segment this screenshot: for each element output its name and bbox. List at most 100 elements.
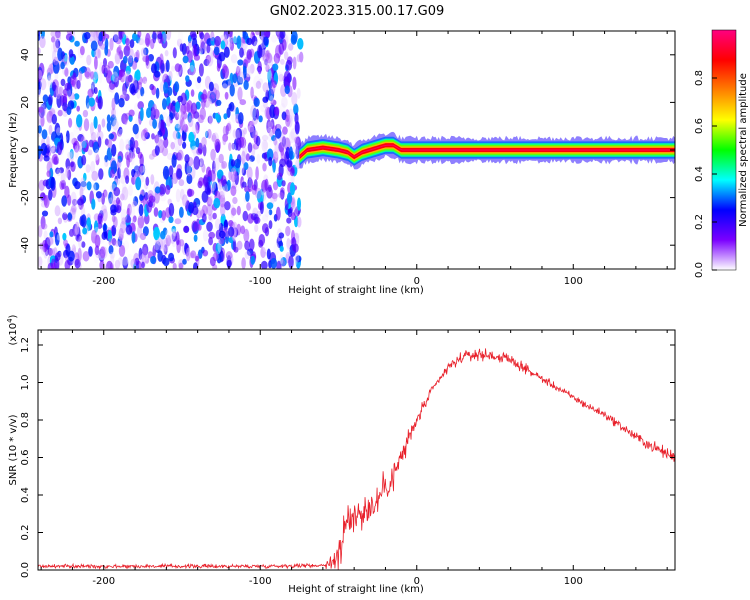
noise-cell bbox=[99, 246, 106, 259]
noise-cell bbox=[239, 99, 247, 106]
noise-cell bbox=[91, 229, 97, 244]
noise-cell bbox=[133, 140, 139, 149]
noise-cell bbox=[117, 167, 121, 180]
noise-cell bbox=[255, 187, 262, 199]
noise-cell bbox=[271, 192, 278, 200]
noise-cell bbox=[207, 115, 213, 124]
noise-cell bbox=[77, 134, 84, 142]
noise-cell bbox=[242, 31, 249, 40]
noise-cell bbox=[49, 231, 54, 238]
noise-cell bbox=[180, 111, 188, 120]
noise-cell bbox=[262, 190, 267, 201]
noise-cell bbox=[234, 158, 241, 169]
noise-cell bbox=[262, 223, 269, 234]
noise-cell bbox=[97, 48, 102, 59]
noise-cell bbox=[289, 182, 296, 196]
noise-cell bbox=[246, 202, 252, 211]
noise-cell bbox=[273, 136, 278, 146]
noise-cell bbox=[107, 60, 114, 69]
noise-cell bbox=[209, 256, 216, 267]
noise-cell bbox=[216, 63, 221, 72]
noise-cell bbox=[206, 98, 213, 109]
noise-cell bbox=[38, 80, 42, 90]
noise-cell bbox=[122, 182, 127, 194]
noise-cell bbox=[263, 36, 269, 46]
noise-cell bbox=[167, 152, 174, 161]
noise-cell bbox=[294, 136, 299, 144]
noise-cell bbox=[66, 88, 71, 98]
noise-cell bbox=[91, 182, 97, 193]
noise-cell bbox=[245, 191, 250, 202]
noise-cell bbox=[285, 114, 291, 127]
noise-cell bbox=[192, 44, 197, 57]
noise-cell bbox=[48, 124, 53, 136]
noise-cell bbox=[296, 216, 302, 228]
noise-cell bbox=[44, 55, 49, 65]
noise-cell bbox=[200, 37, 205, 49]
noise-cell bbox=[102, 159, 107, 169]
noise-cell bbox=[280, 189, 285, 200]
noise-cell bbox=[50, 31, 57, 38]
noise-cell bbox=[103, 190, 109, 199]
noise-cell bbox=[194, 255, 199, 262]
noise-cell bbox=[242, 59, 248, 69]
noise-cell bbox=[139, 253, 147, 266]
spectrogram-ylabel: Frequency (Hz) bbox=[8, 112, 19, 188]
noise-cell bbox=[131, 200, 138, 208]
noise-cell bbox=[55, 167, 60, 175]
spectrogram-y-ticks: -40 -20 0 20 40 bbox=[20, 48, 675, 253]
noise-cell bbox=[213, 46, 220, 56]
noise-cell bbox=[81, 214, 87, 228]
noise-cell bbox=[113, 65, 120, 79]
noise-cell bbox=[235, 127, 243, 140]
noise-cell bbox=[132, 60, 137, 70]
noise-cell bbox=[131, 231, 136, 244]
noise-cell bbox=[224, 91, 229, 100]
noise-cell bbox=[258, 115, 263, 123]
spectrogram-x-ticks: -200 -100 0 100 bbox=[40, 31, 668, 287]
noise-cell bbox=[159, 194, 167, 202]
noise-cell bbox=[255, 166, 259, 181]
snr-y-ticks: 0.0 0.2 0.4 0.6 0.8 1.0 1.2 bbox=[20, 337, 675, 578]
noise-cell bbox=[151, 133, 155, 140]
noise-cell bbox=[249, 197, 255, 208]
noise-cell bbox=[81, 140, 87, 149]
colorbar-label: Normalized spectral amplitude bbox=[738, 73, 749, 227]
noise-cell bbox=[160, 238, 166, 250]
noise-cell bbox=[41, 129, 48, 140]
noise-cell bbox=[244, 250, 251, 260]
noise-cell bbox=[243, 228, 250, 243]
noise-cell bbox=[65, 130, 70, 144]
noise-cell bbox=[243, 80, 249, 90]
noise-cell bbox=[229, 101, 235, 112]
noise-cell bbox=[274, 106, 280, 116]
noise-cell bbox=[150, 174, 155, 185]
noise-cell bbox=[203, 174, 209, 187]
noise-cell bbox=[93, 87, 98, 94]
noise-cell bbox=[152, 244, 157, 258]
noise-cell bbox=[60, 78, 66, 87]
noise-cell bbox=[111, 119, 119, 131]
noise-cell bbox=[247, 120, 255, 133]
noise-cell bbox=[171, 154, 177, 168]
noise-cell bbox=[198, 177, 205, 187]
noise-cell bbox=[230, 185, 237, 197]
noise-cell bbox=[87, 88, 94, 98]
y-tick-label: 1.0 bbox=[20, 375, 31, 391]
noise-cell bbox=[101, 192, 105, 205]
noise-cell bbox=[119, 138, 125, 152]
noise-cell bbox=[198, 158, 204, 168]
noise-cell bbox=[118, 128, 125, 139]
noise-cell bbox=[41, 239, 48, 253]
noise-cell bbox=[92, 31, 100, 43]
noise-cell bbox=[119, 69, 125, 77]
noise-cell bbox=[152, 118, 158, 129]
noise-cell bbox=[153, 70, 161, 78]
noise-cell bbox=[185, 247, 191, 259]
noise-cell bbox=[190, 89, 195, 97]
noise-cell bbox=[258, 78, 264, 85]
noise-cell bbox=[142, 76, 148, 85]
noise-cell bbox=[261, 179, 268, 193]
noise-cell bbox=[116, 158, 122, 169]
noise-cell bbox=[38, 31, 41, 37]
